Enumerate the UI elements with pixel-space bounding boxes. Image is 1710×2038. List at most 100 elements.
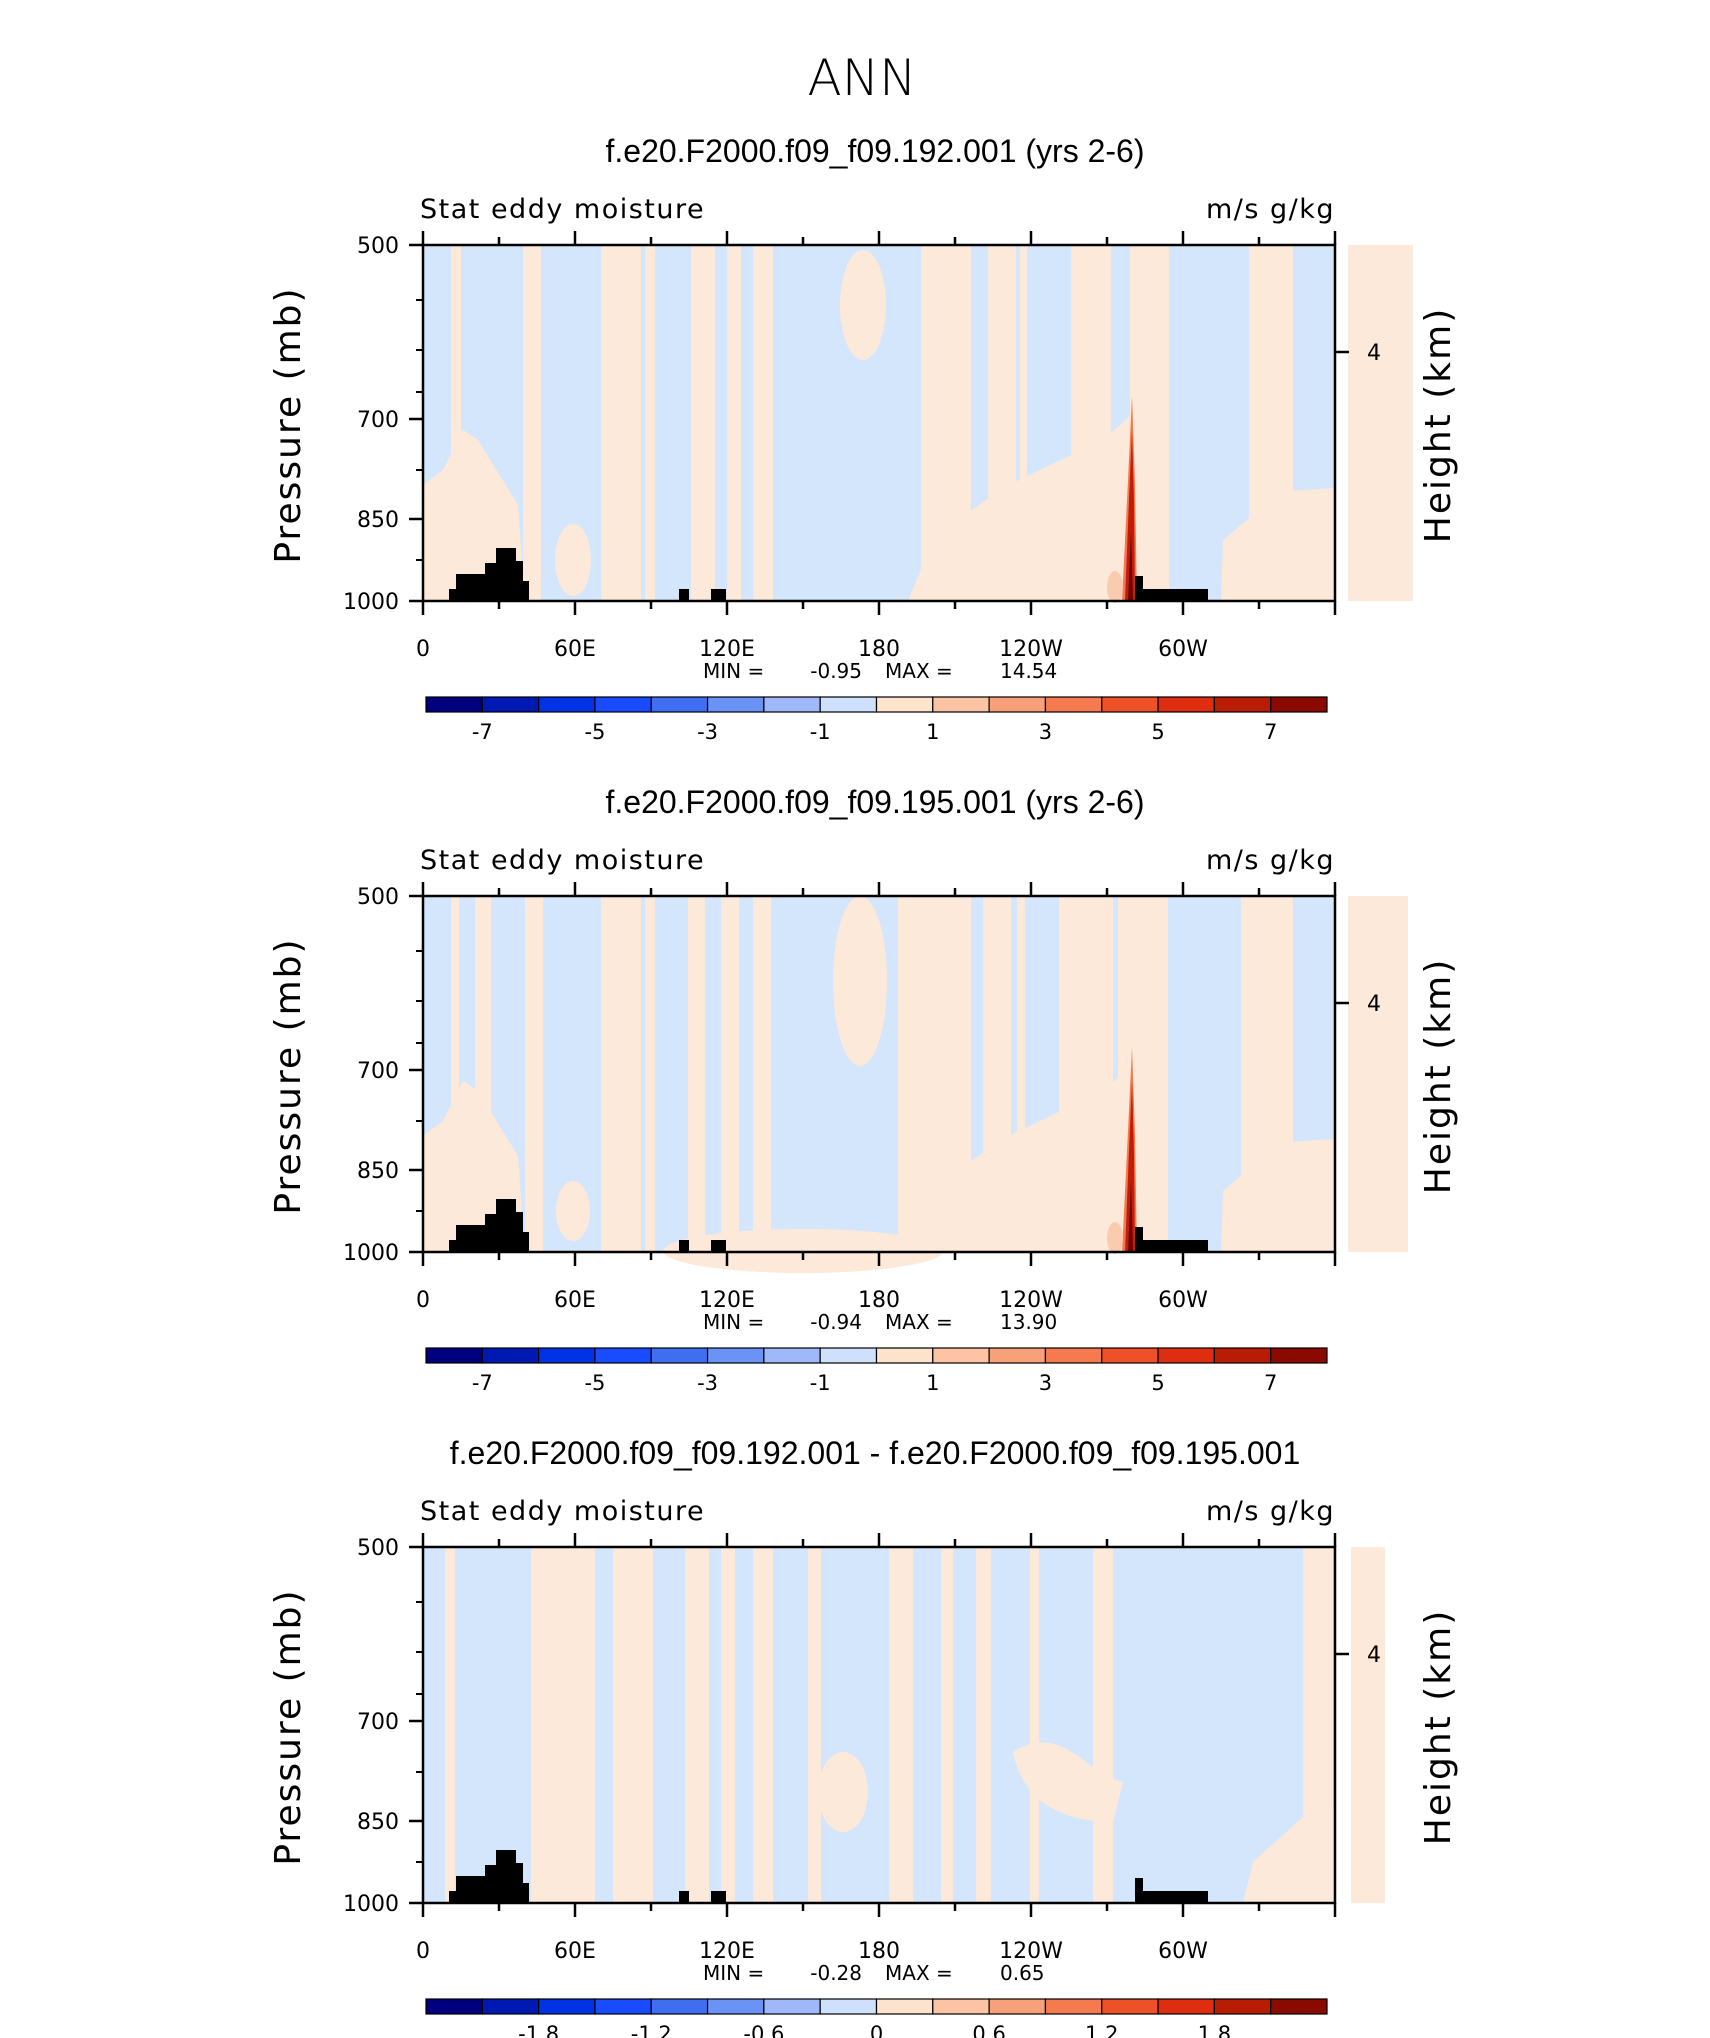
colorbar-box	[481, 1347, 540, 1364]
colorbar-box	[819, 1998, 878, 2015]
colorbar-box	[425, 696, 483, 713]
min-value: -0.94	[810, 1310, 862, 1334]
colorbar-box	[538, 1998, 596, 2015]
colorbar-box	[594, 1998, 652, 2015]
x-tick-label: 180	[858, 1288, 900, 1313]
colorbar-box	[763, 1347, 821, 1364]
y-right-axis-label: Height (km)	[1418, 307, 1459, 543]
y-axis-label: Pressure (mb)	[268, 937, 309, 1214]
colorbar-label: 5	[1151, 720, 1164, 744]
min-label: MIN =	[703, 1961, 764, 1985]
colorbar-label: -1	[810, 1371, 831, 1395]
y-right-tick-label: 4	[1367, 1643, 1381, 1668]
min-label: MIN =	[703, 659, 764, 683]
y-tick-label: 500	[357, 885, 399, 910]
colorbar-box	[875, 1998, 934, 2015]
colorbar-box	[932, 1347, 990, 1364]
x-tick-label: 60E	[554, 637, 596, 662]
colorbar: -7 -5 -3 -1 1 3 5 7	[425, 696, 1328, 744]
colorbar-label: -3	[697, 720, 718, 744]
y-right-axis-label: Height (km)	[1418, 1609, 1459, 1845]
colorbar-box	[932, 696, 990, 713]
y-tick-label: 500	[357, 234, 399, 259]
colorbar-label: 7	[1264, 720, 1277, 744]
colorbar-box	[594, 696, 652, 713]
colorbar-label: -1.8	[518, 2022, 559, 2038]
colorbar-box	[706, 1998, 765, 2015]
colorbar-box	[650, 696, 709, 713]
x-tick-label: 180	[858, 1939, 900, 1964]
y-tick-label: 1000	[343, 1892, 399, 1917]
panel-title: f.e20.F2000.f09_f09.192.001 - f.e20.F200…	[450, 1435, 1300, 1471]
colorbar-box	[650, 1347, 709, 1364]
x-tick-label: 0	[416, 1939, 430, 1964]
x-tick-label: 120E	[699, 1939, 755, 1964]
units-label: m/s g/kg	[1206, 845, 1335, 876]
colorbar-label: -1	[810, 720, 831, 744]
colorbar-box	[1157, 1998, 1215, 2015]
colorbar-box	[425, 1347, 483, 1364]
y-tick-label: 1000	[343, 590, 399, 615]
min-value: -0.95	[810, 659, 862, 683]
colorbar-box	[1101, 1347, 1159, 1364]
colorbar-box	[763, 696, 821, 713]
colorbar-box	[481, 1998, 540, 2015]
y-tick-label: 850	[357, 508, 399, 533]
min-label: MIN =	[703, 1310, 764, 1334]
colorbar-box	[1044, 696, 1103, 713]
y-axis-label: Pressure (mb)	[268, 1588, 309, 1865]
x-tick-label: 120E	[699, 637, 755, 662]
colorbar-label: -5	[584, 720, 605, 744]
colorbar-label: 1.8	[1198, 2022, 1231, 2038]
units-label: m/s g/kg	[1206, 194, 1335, 225]
colorbar-box	[1270, 696, 1328, 713]
y-right-axis-label: Height (km)	[1418, 958, 1459, 1194]
colorbar-label: 1	[926, 1371, 939, 1395]
colorbar-box	[988, 1347, 1047, 1364]
max-value: 14.54	[1000, 659, 1057, 683]
colorbar-label: -1.2	[631, 2022, 672, 2038]
colorbar-box	[650, 1998, 709, 2015]
x-tick-label: 60E	[554, 1939, 596, 1964]
y-tick-label: 500	[357, 1536, 399, 1561]
colorbar-box	[1270, 1347, 1328, 1364]
x-tick-label: 120W	[999, 637, 1063, 662]
y-tick-label: 700	[357, 1059, 399, 1084]
colorbar-box	[1101, 696, 1159, 713]
colorbar-box	[932, 1998, 990, 2015]
colorbar-box	[594, 1347, 652, 1364]
x-tick-label: 0	[416, 1288, 430, 1313]
colorbar-box	[1213, 1998, 1272, 2015]
colorbar-label: 3	[1039, 720, 1052, 744]
contour-field	[423, 245, 1413, 603]
colorbar-box	[538, 1347, 596, 1364]
x-tick-label: 60W	[1158, 1939, 1208, 1964]
colorbar-box	[706, 1347, 765, 1364]
colorbar-box	[819, 696, 878, 713]
colorbar-label: -3	[697, 1371, 718, 1395]
x-tick-label: 60E	[554, 1288, 596, 1313]
y-tick-label: 1000	[343, 1241, 399, 1266]
colorbar: -7 -5 -3 -1 1 3 5 7	[425, 1347, 1328, 1395]
max-label: MAX =	[885, 659, 953, 683]
x-tick-label: 120E	[699, 1288, 755, 1313]
y-right-tick-label: 4	[1367, 341, 1381, 366]
colorbar-label: 5	[1151, 1371, 1164, 1395]
colorbar: -1.8 -1.2 -0.6 0 0.6 1.2 1.8	[425, 1998, 1328, 2038]
variable-label: Stat eddy moisture	[420, 194, 705, 225]
colorbar-label: 0	[870, 2022, 883, 2038]
colorbar-label: 0.6	[972, 2022, 1005, 2038]
panel-1: f.e20.F2000.f09_f09.192.001 (yrs 2-6) Sta…	[268, 133, 1459, 744]
y-tick-label: 850	[357, 1159, 399, 1184]
colorbar-box	[1044, 1998, 1103, 2015]
colorbar-label: -7	[472, 1371, 493, 1395]
contour-field	[423, 896, 1408, 1273]
colorbar-box	[1270, 1998, 1328, 2015]
panel-title: f.e20.F2000.f09_f09.195.001 (yrs 2-6)	[605, 784, 1144, 820]
colorbar-label: 3	[1039, 1371, 1052, 1395]
panels: f.e20.F2000.f09_f09.192.001 (yrs 2-6) Sta…	[268, 133, 1459, 2038]
y-right-tick-label: 4	[1367, 992, 1381, 1017]
colorbar-label: 7	[1264, 1371, 1277, 1395]
colorbar-label: 1.2	[1085, 2022, 1118, 2038]
